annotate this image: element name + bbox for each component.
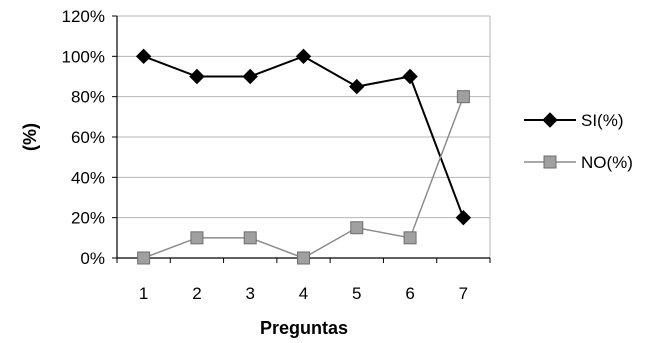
x-tick-label: 3 (245, 284, 254, 303)
y-tick-label: 0% (80, 249, 105, 268)
y-tick-label: 120% (62, 7, 105, 26)
series (135, 48, 472, 265)
x-tick-label: 6 (405, 284, 414, 303)
data-point (456, 90, 470, 104)
data-point (135, 48, 152, 65)
data-point (242, 68, 258, 85)
legend-label: NO(%) (581, 153, 633, 172)
data-point (243, 231, 257, 245)
data-point (297, 251, 310, 265)
x-axis-title: Preguntas (260, 318, 348, 338)
legend-item: SI(%) (524, 111, 624, 130)
x-tick-label: 4 (299, 284, 308, 303)
data-point (349, 78, 365, 95)
x-tick-label: 2 (192, 284, 201, 303)
y-tick-label: 60% (71, 128, 105, 147)
data-point (295, 48, 312, 65)
data-point (350, 221, 364, 235)
data-point (189, 68, 205, 85)
data-point (455, 209, 472, 226)
x-tick-label: 1 (139, 284, 148, 303)
y-axis-title: (%) (20, 123, 40, 151)
data-point (137, 251, 151, 265)
legend-label: SI(%) (581, 111, 624, 130)
data-point (402, 68, 418, 85)
y-tick-label: 40% (71, 168, 105, 187)
y-tick-label: 80% (71, 88, 105, 107)
y-tick-label: 20% (71, 209, 105, 228)
legend-marker (542, 112, 558, 128)
legend: SI(%) NO(%) (524, 111, 633, 172)
x-tick-label: 5 (352, 284, 361, 303)
series-no (137, 90, 470, 265)
y-tick-label: 100% (62, 47, 105, 66)
data-point (403, 231, 417, 245)
data-point (190, 231, 204, 245)
legend-item: NO(%) (524, 153, 633, 172)
legend-marker (543, 155, 557, 169)
x-tick-label: 7 (459, 284, 468, 303)
series-si (135, 48, 472, 226)
tick-labels: 0% 20% 40% 60% 80% 100% 120% 1 2 3 4 5 6 7 (62, 7, 469, 303)
